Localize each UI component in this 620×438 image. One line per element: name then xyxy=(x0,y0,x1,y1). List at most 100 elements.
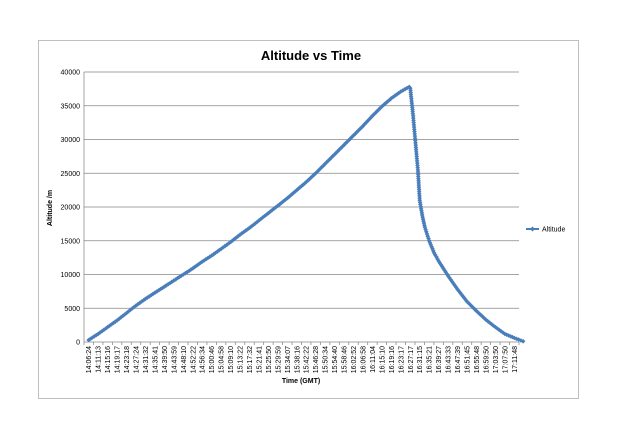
data-point-marker xyxy=(300,182,306,187)
data-point-marker xyxy=(99,328,105,334)
data-point-marker xyxy=(418,204,424,209)
x-tick-label: 16:55:48 xyxy=(474,346,481,373)
data-point-marker xyxy=(418,202,423,207)
data-point-marker xyxy=(141,297,146,303)
x-tick-label: 14:56:34 xyxy=(200,346,207,373)
data-point-marker xyxy=(442,268,447,273)
data-point-marker xyxy=(441,266,446,271)
data-point-marker xyxy=(434,254,439,260)
x-tick-label: 15:04:58 xyxy=(219,346,226,373)
data-point-marker xyxy=(329,155,334,160)
x-tick-label: 15:46:28 xyxy=(313,346,320,373)
x-tick-labels: 14:06:24 14:11:13 14:15:16 14:19:17 14:23:18… xyxy=(83,342,520,373)
data-point-marker xyxy=(421,220,427,226)
x-tick-label: 14:39:50 xyxy=(162,346,169,373)
data-point-marker xyxy=(411,115,416,121)
data-point-marker xyxy=(311,172,317,177)
data-point-marker xyxy=(508,334,513,339)
data-point-marker xyxy=(396,90,402,96)
data-point-marker xyxy=(438,262,444,267)
data-point-marker xyxy=(370,113,375,119)
data-point-marker xyxy=(447,275,452,281)
data-point-marker xyxy=(419,208,424,214)
x-tick-label: 14:31:32 xyxy=(143,346,150,373)
data-point-marker xyxy=(478,313,484,318)
chart-title: Altitude vs Time xyxy=(261,48,361,63)
data-point-marker xyxy=(416,187,422,192)
data-point-marker xyxy=(496,327,502,333)
data-point-marker xyxy=(431,248,436,254)
y-tick-label: 0 xyxy=(76,340,80,347)
data-point-marker xyxy=(456,288,462,294)
data-point-marker xyxy=(412,133,418,139)
x-tick-label: 15:25:50 xyxy=(266,346,273,373)
x-tick-label: 16:31:15 xyxy=(417,346,424,373)
data-point-marker xyxy=(472,307,478,312)
data-point-marker xyxy=(169,279,175,285)
data-point-marker xyxy=(349,134,355,140)
x-tick-label: 15:58:46 xyxy=(342,346,349,373)
x-tick-label: 16:59:50 xyxy=(483,346,490,373)
data-point-marker xyxy=(145,295,150,300)
data-point-marker xyxy=(512,335,517,341)
data-point-marker xyxy=(338,145,344,151)
data-point-marker xyxy=(387,97,393,102)
x-tick-label: 14:52:22 xyxy=(190,346,197,373)
data-point-marker xyxy=(269,207,275,213)
data-point-marker xyxy=(414,149,419,155)
data-point-marker xyxy=(348,136,353,141)
data-point-marker xyxy=(400,88,406,93)
data-point-marker xyxy=(482,316,487,321)
x-tick-label: 14:48:10 xyxy=(181,346,188,373)
x-tick-label: 14:23:18 xyxy=(124,346,131,373)
data-point-marker xyxy=(390,94,396,100)
data-point-marker xyxy=(256,218,262,223)
data-point-marker xyxy=(277,201,283,207)
data-point-marker xyxy=(411,122,417,128)
data-point-marker xyxy=(279,200,284,205)
data-point-marker xyxy=(192,264,197,270)
data-point-marker xyxy=(485,318,491,324)
data-point-marker xyxy=(286,194,292,200)
data-point-marker xyxy=(182,271,188,276)
data-point-marker xyxy=(416,184,422,190)
data-point-marker xyxy=(294,187,300,193)
x-tick-label: 15:17:32 xyxy=(247,346,254,373)
x-tick-label: 16:02:52 xyxy=(351,346,358,373)
data-point-marker xyxy=(156,288,161,293)
data-point-marker xyxy=(414,156,420,161)
data-point-marker xyxy=(112,319,118,325)
y-tick-label: 40000 xyxy=(61,70,81,77)
data-point-marker xyxy=(427,240,433,246)
data-point-marker xyxy=(318,166,323,171)
data-point-marker xyxy=(415,163,420,168)
data-point-marker xyxy=(315,169,320,174)
x-tick-label: 15:09:10 xyxy=(228,346,235,373)
x-tick-label: 15:42:22 xyxy=(304,346,311,373)
data-point-marker xyxy=(437,260,443,266)
y-tick-label: 20000 xyxy=(61,205,81,212)
data-point-marker xyxy=(162,284,167,289)
data-point-marker xyxy=(239,231,245,236)
x-tick-label: 14:35:41 xyxy=(152,346,159,373)
data-point-marker xyxy=(413,138,418,143)
data-point-marker xyxy=(205,255,211,261)
x-tick-label: 16:11:04 xyxy=(370,346,377,373)
legend: Altitude xyxy=(526,226,565,234)
data-point-marker xyxy=(415,160,420,166)
data-point-marker xyxy=(445,273,451,279)
y-tick-label: 15000 xyxy=(61,238,81,245)
data-point-marker xyxy=(171,278,177,283)
x-tick-label: 14:19:17 xyxy=(115,346,122,373)
data-point-marker xyxy=(357,126,363,132)
data-point-marker xyxy=(474,308,479,314)
data-point-marker xyxy=(283,197,288,202)
data-point-marker xyxy=(359,125,364,130)
data-point-marker xyxy=(90,335,95,340)
data-point-marker xyxy=(337,147,342,152)
data-point-marker xyxy=(444,271,450,277)
x-tick-label: 14:43:59 xyxy=(171,346,178,373)
data-point-marker xyxy=(268,209,273,214)
x-tick-label: 16:47:39 xyxy=(455,346,462,373)
data-point-marker xyxy=(196,262,201,267)
